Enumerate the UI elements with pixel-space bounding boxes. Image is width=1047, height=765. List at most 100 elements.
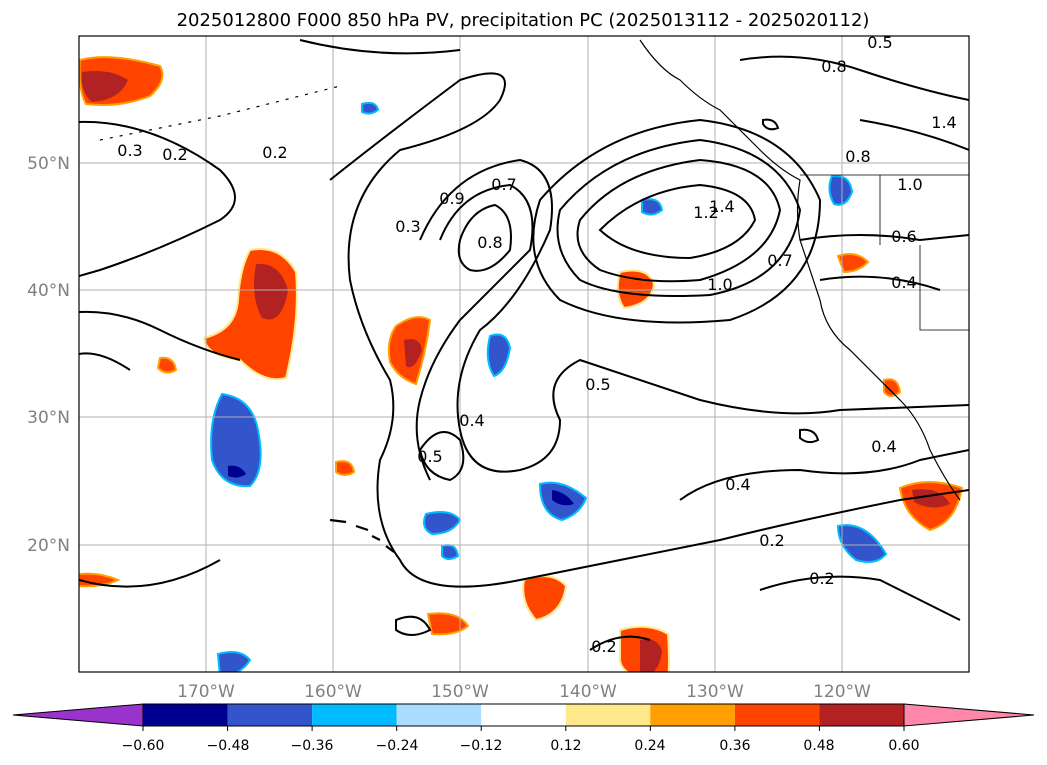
x-tick-label: 160°W: [304, 682, 362, 702]
contour-label: 0.4: [459, 411, 484, 430]
contour-label: 0.7: [767, 251, 792, 270]
precip-blob-negative: [486, 333, 512, 378]
contour-label: 0.5: [417, 447, 442, 466]
colorbar-tick-label: −0.60: [122, 738, 165, 754]
pv-contour-line: [759, 575, 961, 621]
contour-label: 0.2: [591, 637, 616, 656]
precip-blob-negative: [641, 198, 664, 216]
precip-blob-positive: [335, 460, 356, 476]
colorbar-tick-label: −0.12: [460, 738, 503, 754]
colorbar-tick-label: 0.24: [634, 738, 665, 754]
contour-label: 1.4: [931, 113, 956, 132]
map-frame-border: [78, 35, 970, 673]
pv-contour-line: [415, 183, 534, 481]
hawaii-islands: [329, 518, 395, 553]
contour-label: 0.4: [891, 273, 916, 292]
pv-contour-line: [79, 352, 131, 371]
aleutian-chain: [99, 85, 341, 141]
y-tick-label: 50°N: [27, 154, 70, 174]
contour-label: 0.3: [395, 217, 420, 236]
pv-contour-line: [598, 183, 757, 260]
pv-contour-line: [79, 310, 241, 361]
chart-title: 2025012800 F000 850 hPa PV, precipitatio…: [177, 10, 870, 31]
pv-contour-line: [532, 118, 822, 324]
colorbar-bin: [312, 704, 397, 726]
us-border-lines: [800, 174, 969, 331]
pv-contour-line: [576, 158, 782, 283]
colorbar-bin: [565, 704, 651, 726]
contour-label: 0.5: [585, 375, 610, 394]
x-tick-label: 130°W: [686, 682, 744, 702]
colorbar-extend-high: [903, 703, 1035, 727]
pv-contour-line: [739, 55, 969, 101]
pv-contours: [79, 39, 969, 651]
colorbar-tick-labels: −0.60 −0.48 −0.36 −0.24 −0.12 0.12 0.24 …: [122, 738, 920, 754]
precip-blob-strong: [912, 489, 950, 508]
colorbar-tick-label: −0.36: [291, 738, 334, 754]
pv-contour-line: [859, 119, 969, 151]
y-tick-label: 20°N: [27, 536, 70, 556]
y-tick-label: 40°N: [27, 281, 70, 301]
x-tick-label: 170°W: [177, 682, 235, 702]
precip-blob-positive: [156, 356, 178, 374]
colorbar-bin: [143, 704, 228, 726]
colorbar-tick-label: 0.36: [719, 738, 750, 754]
x-tick-label: 120°W: [813, 682, 871, 702]
contour-label: 0.2: [809, 569, 834, 588]
contour-label: 0.5: [867, 33, 892, 52]
contour-label: 1.0: [707, 275, 732, 294]
pv-contour-line: [418, 431, 465, 482]
contour-label: 1.2: [693, 203, 718, 222]
colorbar-tick-label: 0.12: [550, 738, 581, 754]
colorbar-tick-label: 0.48: [803, 738, 834, 754]
colorbar-bin: [650, 704, 735, 726]
contour-label: 0.8: [821, 57, 846, 76]
contour-label: 0.4: [871, 437, 896, 456]
pv-contour-line: [419, 158, 969, 473]
contour-label: 0.6: [891, 227, 916, 246]
colorbar-tick-label: 0.60: [888, 738, 919, 754]
contour-label: 1.4: [709, 197, 734, 216]
y-tick-label: 30°N: [27, 408, 70, 428]
precip-blob-positive: [836, 253, 870, 274]
precip-blob-strong: [640, 639, 662, 672]
colorbar-bin: [734, 704, 820, 726]
colorbar: [12, 703, 1035, 731]
pv-contour-line: [556, 138, 802, 297]
pv-contour-line: [799, 428, 820, 444]
pv-contour-line: [799, 234, 969, 242]
colorbar-tick-label: −0.24: [376, 738, 419, 754]
pv-contour-line: [679, 449, 969, 501]
precip-blob-negative: [423, 511, 462, 536]
contour-label: 0.8: [477, 233, 502, 252]
contour-label: 0.2: [162, 145, 187, 164]
pv-contour-line: [79, 559, 221, 588]
precip-blob-strong: [404, 339, 422, 368]
pv-contour-line: [589, 635, 651, 651]
contour-label: 1.0: [897, 175, 922, 194]
precip-blob-strong: [254, 263, 288, 320]
precip-blob-strong-negative: [228, 465, 246, 478]
precip-shading: [79, 56, 964, 672]
pv-contour-line: [395, 615, 432, 636]
contour-label: 0.4: [725, 475, 750, 494]
precip-blob-negative: [828, 174, 854, 206]
precip-blob-strong: [81, 71, 128, 102]
precip-blob-positive: [522, 575, 568, 622]
contour-label: 0.8: [845, 147, 870, 166]
colorbar-extend-low: [12, 703, 144, 727]
pv-contour-line: [79, 120, 236, 277]
pv-contour-line: [762, 118, 780, 131]
x-tick-label: 150°W: [431, 682, 489, 702]
contour-label: 0.2: [759, 531, 784, 550]
contour-labels: 0.2 0.3 0.2 0.7 0.3 0.9 0.8 1.2 1.4 1.0 …: [117, 33, 956, 656]
colorbar-bin: [227, 704, 313, 726]
contour-label: 0.9: [439, 189, 464, 208]
colorbar-bin: [481, 704, 566, 726]
contour-label: 0.2: [262, 143, 287, 162]
pv-contour-line: [299, 39, 461, 55]
contour-label: 0.7: [491, 175, 516, 194]
precip-blob-strong-negative: [552, 490, 574, 506]
pv-contour-line: [819, 275, 941, 291]
